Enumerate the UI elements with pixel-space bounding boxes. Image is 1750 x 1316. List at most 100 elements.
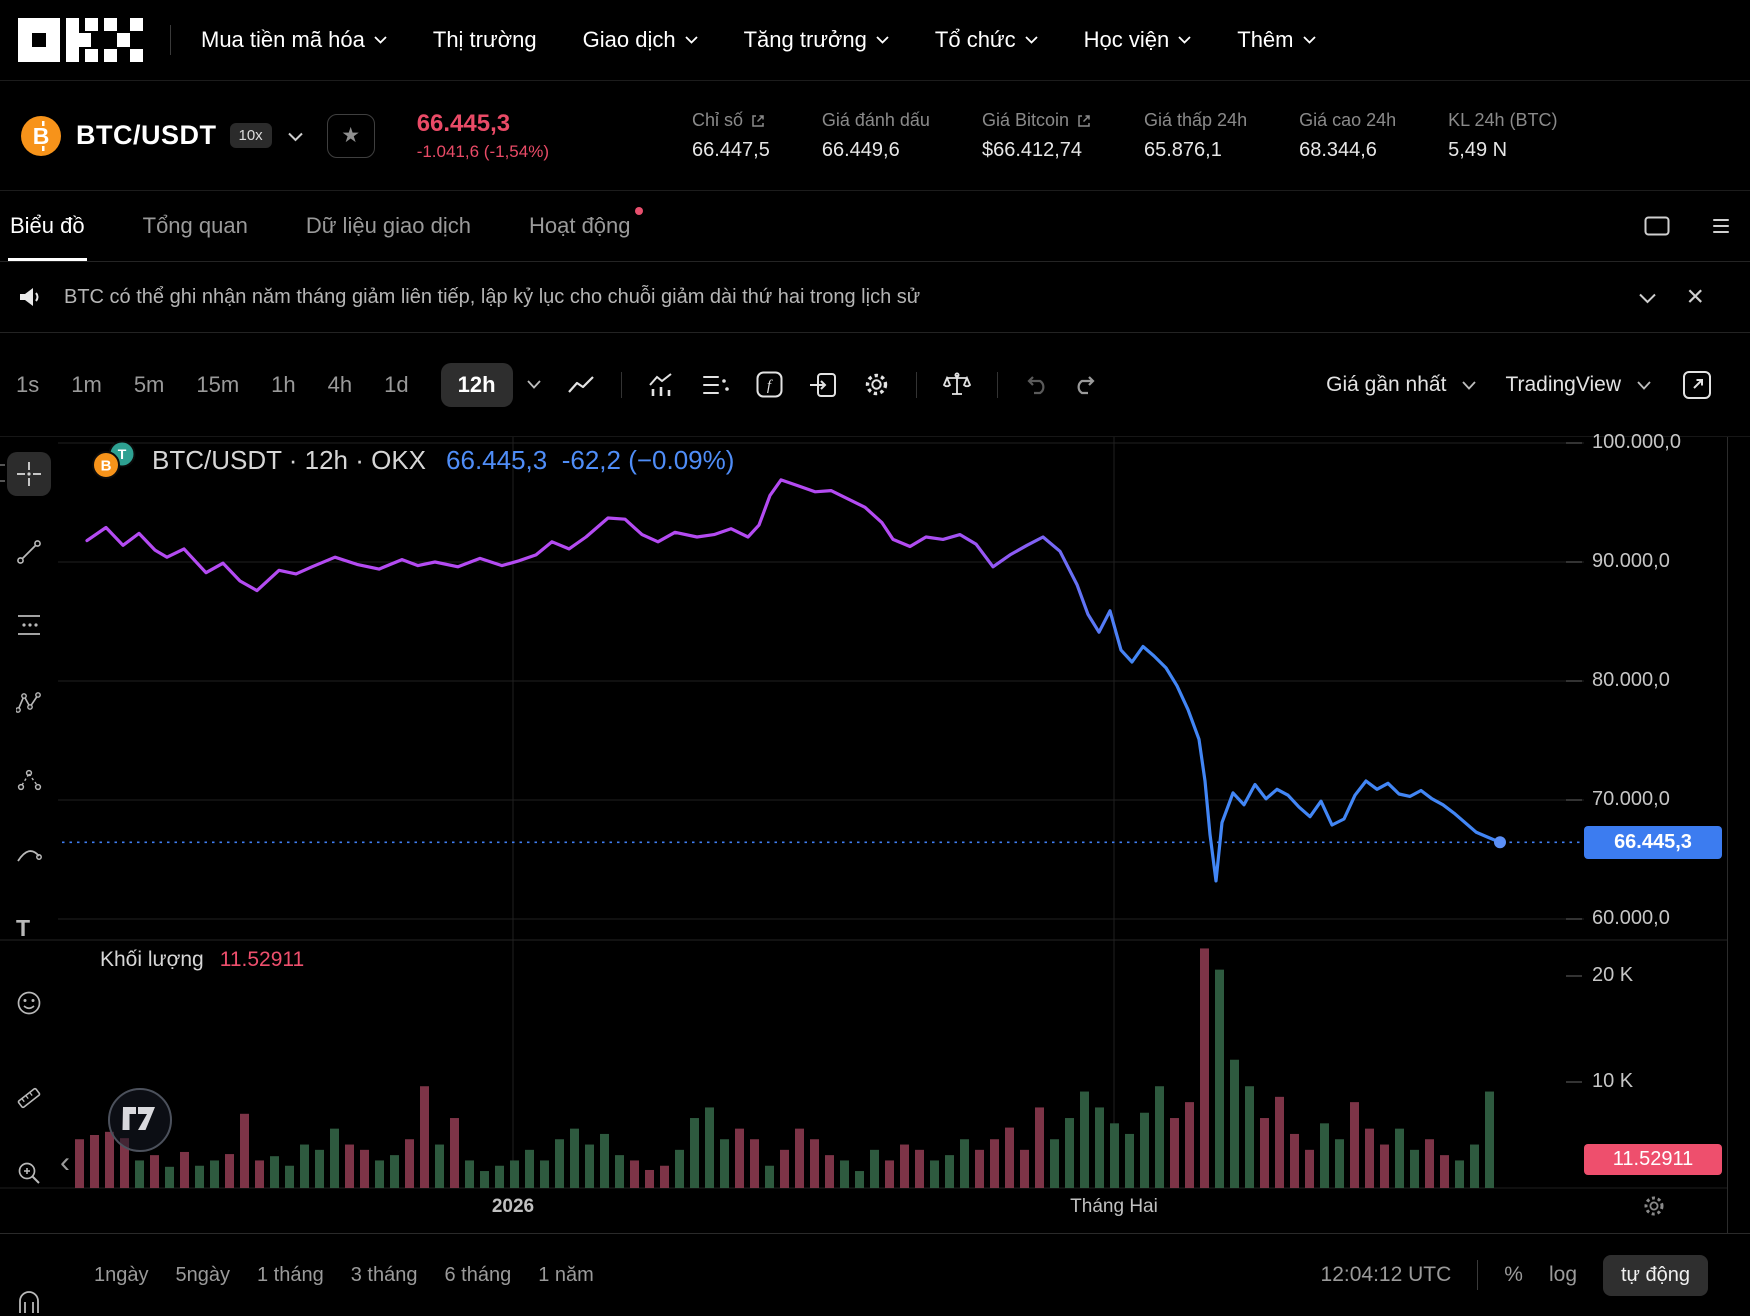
volume-bar — [570, 1128, 579, 1188]
range-5days[interactable]: 5ngày — [175, 1263, 231, 1286]
timeframe-12h-active[interactable]: 12h — [440, 362, 513, 407]
vendor-selector[interactable]: TradingView — [1505, 372, 1621, 396]
nav-item-grow[interactable]: Tăng trưởng — [744, 27, 889, 53]
top-navigation: Mua tiền mã hóa Thị trường Giao dịch Tăn… — [0, 0, 1750, 80]
pair-selector-chevron-icon[interactable] — [287, 132, 303, 141]
zoom-in-tool[interactable] — [16, 1160, 42, 1186]
announcement-collapse-icon[interactable] — [1639, 293, 1657, 304]
volume-bar — [480, 1171, 489, 1188]
nav-item-buy-crypto[interactable]: Mua tiền mã hóa — [201, 27, 387, 53]
timeframe-15m[interactable]: 15m — [196, 371, 240, 397]
volume-bar — [915, 1149, 924, 1188]
favorite-button[interactable]: ★ — [326, 113, 375, 158]
log-scale-button[interactable]: log — [1548, 1263, 1577, 1286]
volume-bar — [855, 1171, 864, 1188]
volume-bar — [1140, 1112, 1149, 1188]
volume-bar — [615, 1155, 624, 1188]
volume-bar — [495, 1165, 504, 1188]
volume-bar — [345, 1144, 354, 1188]
volume-bar — [945, 1155, 954, 1188]
emoji-tool[interactable] — [16, 990, 42, 1016]
chart-settings-gear-icon[interactable] — [863, 371, 890, 398]
undo-icon[interactable] — [1024, 374, 1050, 396]
chevron-down-icon[interactable] — [1462, 380, 1477, 390]
volume-bar — [390, 1155, 399, 1188]
volume-bar — [360, 1149, 369, 1188]
volume-bar — [585, 1144, 594, 1188]
drawing-tools-rail: T — [0, 437, 58, 1313]
announcement-bar: BTC có thể ghi nhận năm tháng giảm liên … — [0, 262, 1750, 333]
layout-panel-icon[interactable] — [1644, 216, 1670, 236]
okx-logo[interactable] — [18, 18, 144, 62]
nav-item-trade[interactable]: Giao dịch — [583, 27, 698, 53]
auto-scale-button[interactable]: tự động — [1603, 1254, 1708, 1296]
brush-curve-tool[interactable] — [16, 842, 42, 868]
chart-legend: T B BTC/USDT · 12h · OKX 66.445,3 -62,2 … — [92, 440, 734, 480]
range-1month[interactable]: 1 tháng — [257, 1263, 324, 1286]
candlestick-volume-icon[interactable] — [648, 372, 676, 398]
tab-trading-data[interactable]: Dữ liệu giao dịch — [305, 213, 471, 238]
nav-item-more[interactable]: Thêm — [1237, 27, 1316, 53]
nav-item-academy[interactable]: Học viện — [1084, 27, 1192, 53]
timeframe-1m[interactable]: 1m — [71, 371, 102, 397]
nav-item-markets[interactable]: Thị trường — [432, 27, 537, 52]
chevron-down-icon[interactable] — [1637, 380, 1651, 390]
volume-bar — [885, 1160, 894, 1188]
volume-bar — [1035, 1107, 1044, 1188]
volume-bar — [750, 1139, 759, 1188]
tab-chart[interactable]: Biểu đồ — [8, 191, 87, 261]
function-icon[interactable]: f — [756, 371, 783, 398]
last-volume-badge: 11.52911 — [1584, 1144, 1722, 1175]
xabcd-pattern-tool[interactable] — [16, 690, 42, 716]
volume-bar — [270, 1156, 279, 1188]
magnet-tool-partial[interactable] — [16, 1289, 42, 1315]
price-mode-selector[interactable]: Giá gần nhất — [1326, 372, 1447, 396]
crosshair-icon — [17, 462, 41, 486]
range-1year[interactable]: 1 năm — [538, 1263, 594, 1286]
axis-settings-gear-icon[interactable] — [1642, 1194, 1666, 1218]
timeframe-dropdown-chevron-icon[interactable] — [526, 380, 541, 389]
announcement-close-icon[interactable]: × — [1686, 280, 1704, 313]
text-tool[interactable]: T — [16, 915, 31, 941]
range-3months[interactable]: 3 tháng — [350, 1263, 418, 1286]
range-6months[interactable]: 6 tháng — [444, 1263, 512, 1286]
compare-symbol-icon[interactable] — [809, 372, 837, 398]
utc-clock[interactable]: 12:04:12 UTC — [1320, 1263, 1452, 1286]
indicators-icon[interactable] — [702, 373, 730, 397]
timeframe-5m[interactable]: 5m — [133, 371, 165, 397]
toolbar-right-controls: Giá gần nhất TradingView — [1326, 370, 1712, 400]
volume-bar — [435, 1144, 444, 1188]
fib-retracement-tool[interactable] — [16, 612, 42, 638]
nav-item-institutions[interactable]: Tổ chức — [935, 27, 1038, 53]
ruler-tool[interactable] — [16, 1085, 42, 1111]
tradingview-watermark[interactable] — [108, 1088, 172, 1152]
timeframe-1h[interactable]: 1h — [271, 371, 296, 397]
announcement-text[interactable]: BTC có thể ghi nhận năm tháng giảm liên … — [64, 285, 921, 308]
timeframe-1s[interactable]: 1s — [16, 371, 40, 397]
chart-style-icon[interactable] — [567, 374, 595, 396]
view-tabs: Biểu đồ Tổng quan Dữ liệu giao dịch Hoạt… — [0, 190, 1750, 262]
prediction-tool[interactable] — [16, 767, 42, 793]
volume-bar — [405, 1139, 414, 1188]
timeframe-1d[interactable]: 1d — [384, 371, 409, 397]
redo-icon[interactable] — [1072, 374, 1098, 396]
tab-overview[interactable]: Tổng quan — [142, 213, 248, 238]
range-1day[interactable]: 1ngày — [94, 1263, 149, 1286]
scale-balance-icon[interactable] — [942, 371, 971, 398]
percent-scale-button[interactable]: % — [1504, 1263, 1523, 1286]
divider — [1477, 1260, 1479, 1290]
volume-bar — [705, 1107, 714, 1188]
trend-line-tool[interactable] — [16, 539, 42, 565]
fullscreen-icon[interactable] — [1682, 370, 1712, 400]
crosshair-tool-selected[interactable] — [7, 452, 51, 496]
pair-name[interactable]: BTC/USDT — [76, 120, 217, 150]
panel-menu-icon[interactable] — [1712, 217, 1730, 235]
stat-low-24h: Giá thấp 24h 65.876,1 — [1144, 110, 1248, 161]
timeframe-4h[interactable]: 4h — [327, 371, 353, 397]
volume-bar — [1125, 1133, 1134, 1188]
scroll-history-chevron-icon[interactable]: ‹ — [60, 1146, 70, 1179]
tab-activity[interactable]: Hoạt động — [529, 191, 643, 261]
price-change-24h: -1.041,6 (-1,54%) — [416, 141, 549, 161]
